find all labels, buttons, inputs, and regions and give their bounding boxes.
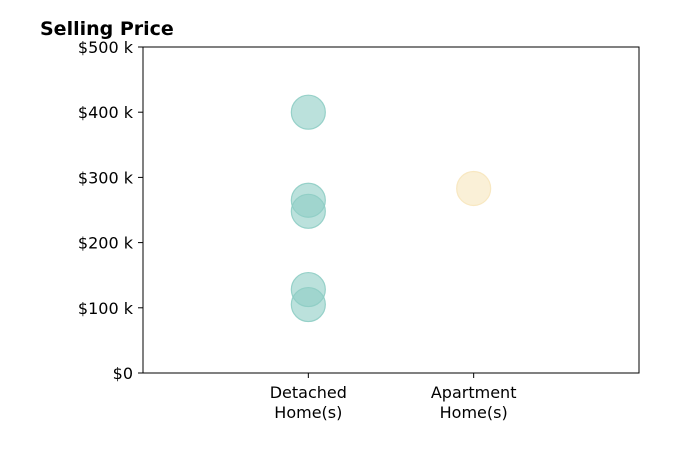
data-point — [290, 286, 326, 323]
y-axis: $0 $100 k $200 k $300 k $400 k $500 k — [78, 38, 143, 383]
y-tick-label: $0 — [113, 364, 133, 383]
data-point — [290, 94, 326, 130]
x-axis: Detached Home(s) Apartment Home(s) — [270, 373, 517, 422]
plot-frame — [142, 46, 640, 374]
y-tick-label: $400 k — [78, 103, 134, 122]
y-tick-label: $500 k — [78, 38, 134, 57]
y-tick-label: $100 k — [78, 299, 134, 318]
x-category-label: Detached Home(s) — [270, 383, 347, 422]
x-category-label: Apartment Home(s) — [431, 383, 517, 422]
data-point — [456, 170, 492, 207]
y-tick-label: $300 k — [78, 168, 134, 187]
y-tick-label: $200 k — [78, 234, 134, 253]
data-point — [290, 193, 326, 229]
chart-title: Selling Price — [40, 18, 174, 40]
chart-marks — [290, 94, 492, 323]
